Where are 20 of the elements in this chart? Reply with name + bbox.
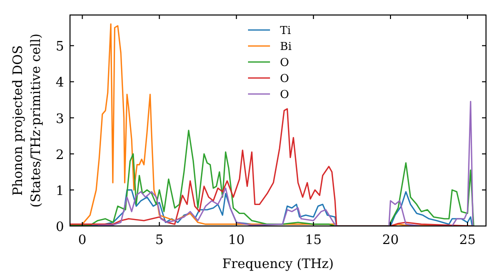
line-series xyxy=(70,130,474,226)
legend-label: O xyxy=(280,88,290,101)
y-tick-label: 2 xyxy=(56,148,64,163)
legend-label: O xyxy=(280,72,290,85)
y-tick-label: 3 xyxy=(56,112,64,127)
y-tick-label: 4 xyxy=(56,76,64,91)
x-tick-label: 20 xyxy=(382,233,399,248)
x-tick-label: 5 xyxy=(155,233,164,248)
x-tick-label: 15 xyxy=(305,233,322,248)
x-tick-label: 25 xyxy=(459,233,476,248)
y-tick-label: 0 xyxy=(56,220,64,235)
y-axis-title: Phonon projected DOS (States/THz·primitive cell) xyxy=(11,33,44,208)
legend-label: O xyxy=(280,56,290,69)
x-tick-label: 10 xyxy=(228,233,245,248)
legend-label: Ti xyxy=(280,24,292,37)
x-axis-title: Frequency (THz) xyxy=(222,257,334,272)
y-tick-label: 1 xyxy=(56,184,64,199)
x-tick-label: 0 xyxy=(78,233,86,248)
legend-label: Bi xyxy=(280,40,292,53)
y-tick-label: 5 xyxy=(56,40,64,55)
